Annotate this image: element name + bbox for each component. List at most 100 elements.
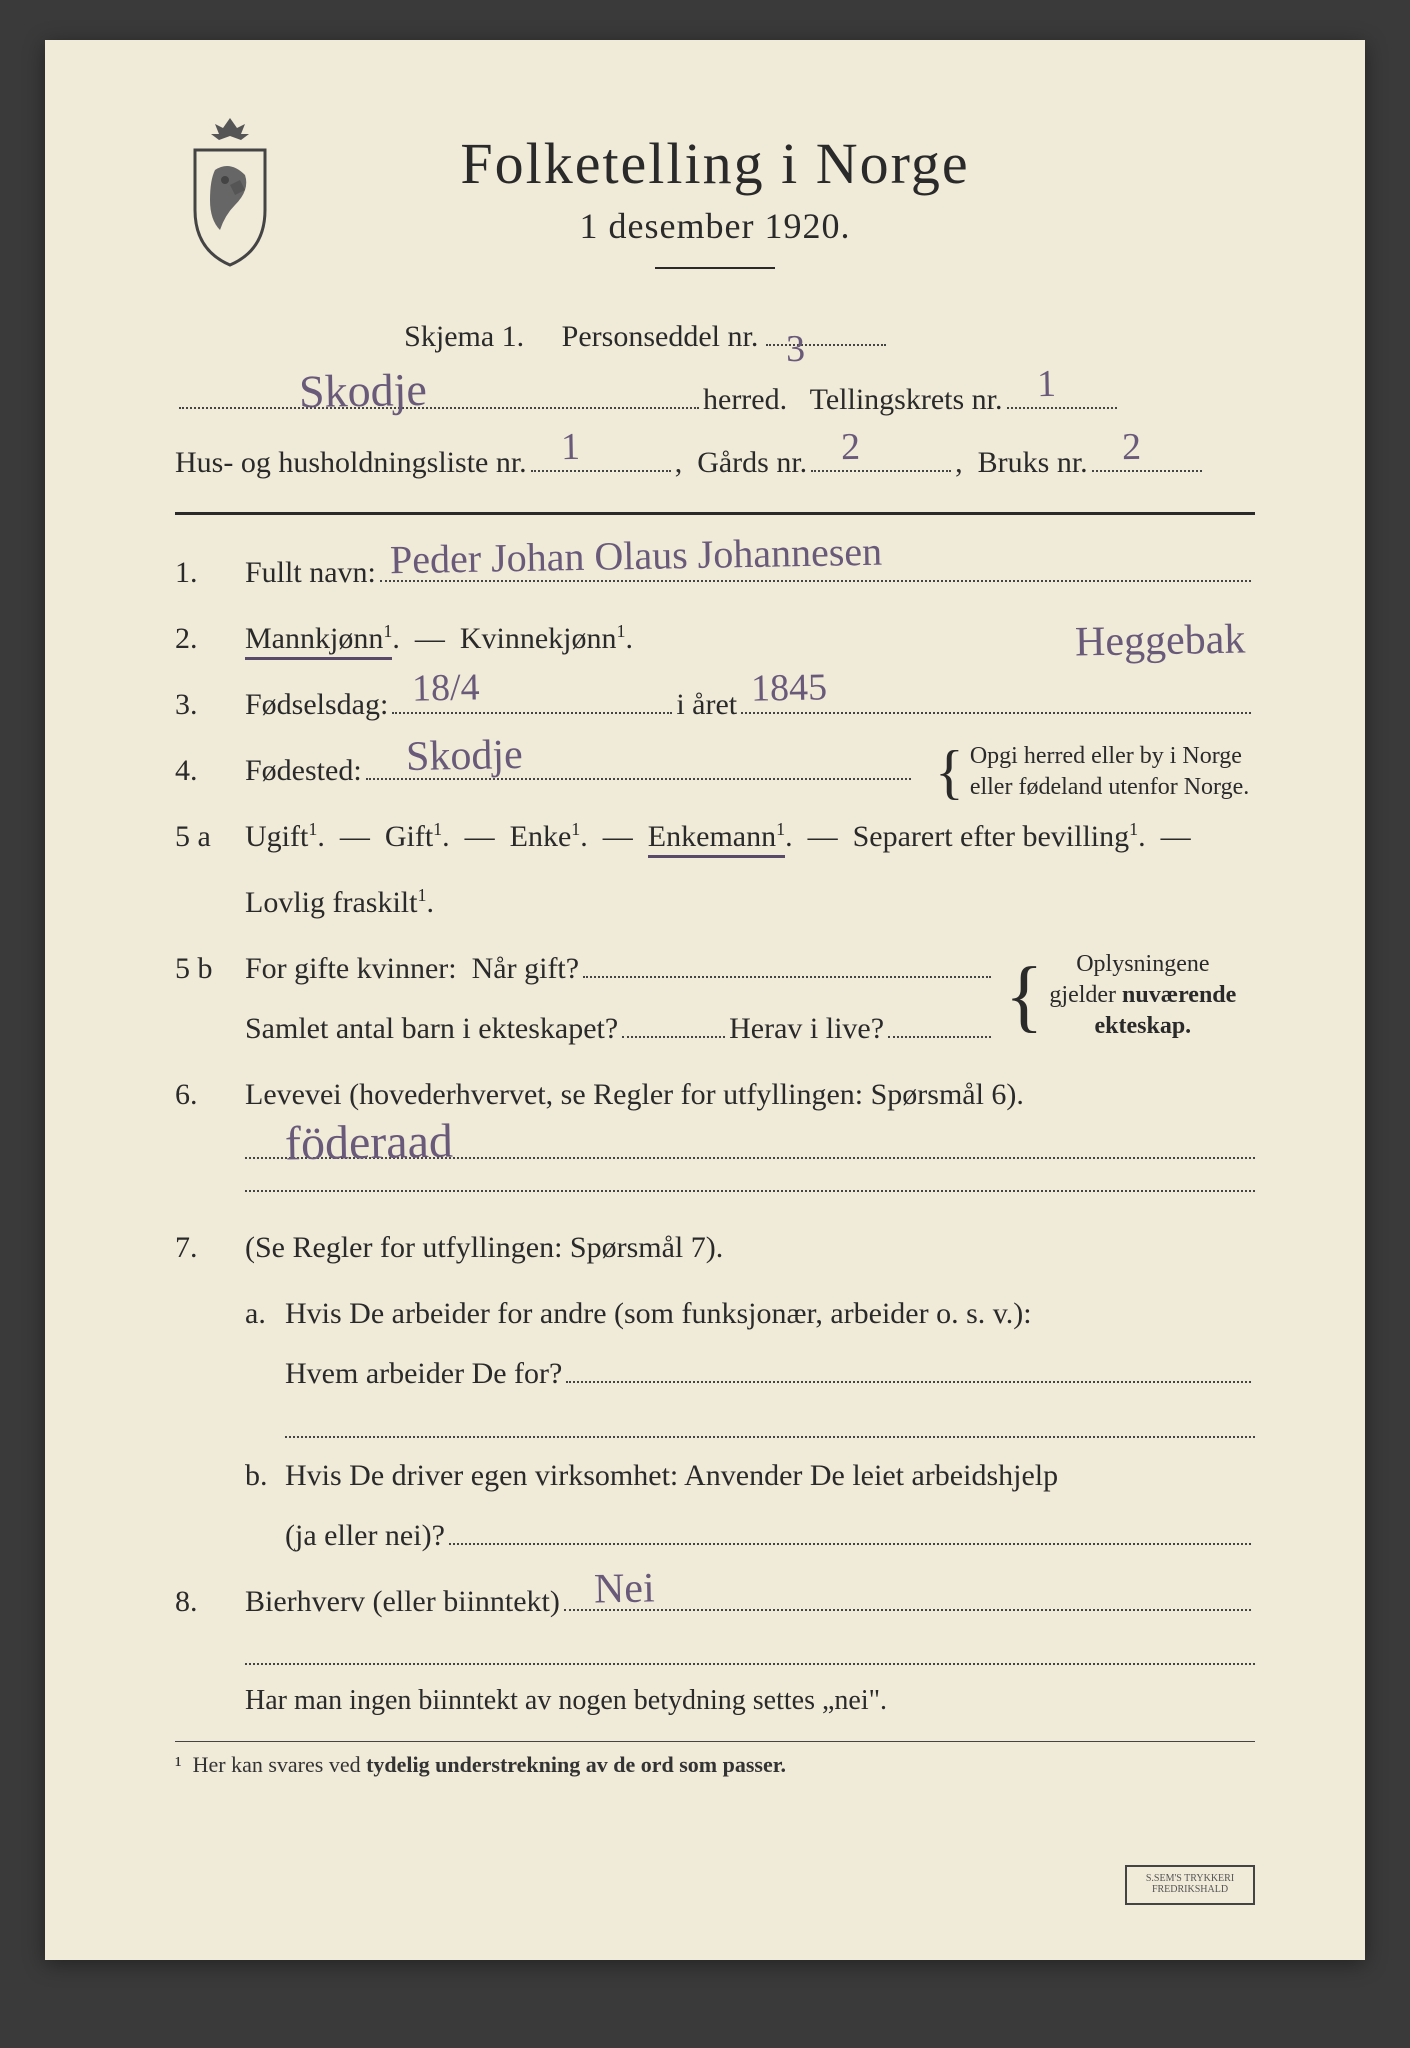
q3-label: Fødselsdag: <box>245 675 388 735</box>
q5b-live-field <box>888 1008 991 1038</box>
header: Folketelling i Norge 1 desember 1920. <box>175 130 1255 270</box>
q7a-line2 <box>285 1412 1255 1438</box>
footnote-rule <box>175 1741 1255 1742</box>
q7a-letter: a. <box>245 1284 285 1344</box>
bruks-label: Bruks nr. <box>978 431 1088 494</box>
q5b-l2a: Samlet antal barn i ekteskapet? <box>245 999 618 1059</box>
q5b-l1a: For gifte kvinner: <box>245 939 457 999</box>
personseddel-label: Personseddel nr. <box>562 320 759 353</box>
title-rule <box>655 267 775 269</box>
q4-value: Skodje <box>405 713 523 799</box>
q2-mann: Mannkjønn1 <box>245 622 392 660</box>
q5b-barn-field <box>622 1008 725 1038</box>
q5b-l1b: Når gift? <box>472 939 579 999</box>
gards-field: 2 <box>811 442 951 472</box>
q4-row: 4. Fødested: Skodje { Opgi herred eller … <box>175 741 1255 801</box>
husliste-label: Hus- og husholdningsliste nr. <box>175 431 527 494</box>
q5a-fraskilt: Lovlig fraskilt1 <box>245 886 426 919</box>
q6-label: Levevei (hovederhvervet, se Regler for u… <box>245 1078 1024 1111</box>
q3-num: 3. <box>175 675 245 735</box>
subtitle: 1 desember 1920. <box>315 205 1115 247</box>
q7a-l1: Hvis De arbeider for andre (som funksjon… <box>285 1284 1255 1344</box>
q4-num: 4. <box>175 741 245 801</box>
q3-year-label: i året <box>676 675 737 735</box>
q5b-row: 5 b For gifte kvinner: Når gift? Samlet … <box>175 939 1255 1059</box>
q7a-field <box>566 1353 1251 1383</box>
q1-row: 1. Fullt navn: Peder Johan Olaus Johanne… <box>175 543 1255 603</box>
personseddel-field: 3 <box>766 344 886 346</box>
brace-icon: { <box>1005 956 1043 1036</box>
q5a-gift: Gift1 <box>385 820 442 853</box>
q5a-row: 5 a Ugift1. — Gift1. — Enke1. — Enkemann… <box>175 807 1255 867</box>
q7b-l1: Hvis De driver egen virksomhet: Anvender… <box>285 1446 1255 1506</box>
herred-value: Skodje <box>298 342 427 441</box>
q2-num: 2. <box>175 609 245 669</box>
bruks-field: 2 <box>1092 442 1202 472</box>
q1-value2: Heggebak <box>1074 598 1246 685</box>
q5b-note: { Oplysningene gjelder nuværende ekteska… <box>1005 949 1255 1043</box>
q4-field: Skodje <box>366 750 911 780</box>
bruks-value: 2 <box>1121 408 1141 488</box>
brace-icon: { <box>935 742 964 802</box>
footnote: ¹ Her kan svares ved tydelig understrekn… <box>175 1752 1255 1778</box>
printer-stamp: S.SEM'S TRYKKERIFREDRIKSHALD <box>1125 1865 1255 1905</box>
q5a-num: 5 a <box>175 807 245 867</box>
q8-row: 8. Bierhverv (eller biinntekt) Nei <box>175 1572 1255 1632</box>
coat-of-arms-icon <box>175 110 285 270</box>
census-form-page: Folketelling i Norge 1 desember 1920. Sk… <box>45 40 1365 1960</box>
gards-value: 2 <box>840 408 860 488</box>
herred-field: Skodje <box>179 379 699 409</box>
q8-label: Bierhverv (eller biinntekt) <box>245 1572 560 1632</box>
q5a-ugift: Ugift1 <box>245 820 317 853</box>
q1-label: Fullt navn: <box>245 543 376 603</box>
title-block: Folketelling i Norge 1 desember 1920. <box>315 130 1255 269</box>
q4-note: { Opgi herred eller by i Norge eller fød… <box>935 741 1255 803</box>
q8-num: 8. <box>175 1572 245 1632</box>
q7a-l2: Hvem arbeider De for? <box>285 1344 562 1404</box>
q6-num: 6. <box>175 1065 245 1125</box>
meta-block: Skjema 1. Personseddel nr. 3 Skodje herr… <box>175 305 1255 494</box>
q7b-l2: (ja eller nei)? <box>285 1506 445 1566</box>
q5b-num: 5 b <box>175 939 245 999</box>
bottom-note: Har man ingen biinntekt av nogen betydni… <box>175 1685 1255 1717</box>
q7b-row: b. Hvis De driver egen virksomhet: Anven… <box>175 1446 1255 1566</box>
q5a-row2: Lovlig fraskilt1. <box>175 873 1255 933</box>
q1-value: Peder Johan Olaus Johannesen <box>389 512 882 601</box>
q6-line2 <box>245 1167 1255 1193</box>
q7b-letter: b. <box>245 1446 285 1506</box>
main-title: Folketelling i Norge <box>315 130 1115 197</box>
q5a-enkemann: Enkemann1 <box>648 820 785 858</box>
q4-label: Fødested: <box>245 741 362 801</box>
q1-field: Peder Johan Olaus Johannesen <box>380 552 1251 582</box>
q3-year: 1845 <box>750 649 827 726</box>
q3-day-field: 18/4 <box>392 684 672 714</box>
q2-kvinne: Kvinnekjønn1 <box>460 622 626 655</box>
q5b-gift-field <box>583 948 991 978</box>
herred-line: Skodje herred. Tellingskrets nr. 1 <box>175 368 1255 431</box>
q2-row: 2. Mannkjønn1. — Kvinnekjønn1. Heggebak <box>175 609 1255 669</box>
q5a-enke: Enke1 <box>510 820 581 853</box>
q8-value: Nei <box>593 1546 655 1631</box>
q7a-row: a. Hvis De arbeider for andre (som funks… <box>175 1284 1255 1404</box>
husliste-line: Hus- og husholdningsliste nr. 1 , Gårds … <box>175 431 1255 494</box>
gards-label: Gårds nr. <box>697 431 807 494</box>
q7-num: 7. <box>175 1218 245 1278</box>
q7-row: 7. (Se Regler for utfyllingen: Spørsmål … <box>175 1218 1255 1278</box>
husliste-field: 1 <box>531 442 671 472</box>
q1-num: 1. <box>175 543 245 603</box>
tellingskrets-value: 1 <box>1036 345 1056 425</box>
husliste-value: 1 <box>560 408 580 488</box>
q5a-separert: Separert efter bevilling1 <box>853 820 1139 853</box>
q6-line1: föderaad <box>245 1133 1255 1159</box>
q8-field: Nei <box>564 1581 1251 1611</box>
herred-label: herred. <box>703 368 787 431</box>
q7-label: (Se Regler for utfyllingen: Spørsmål 7). <box>245 1231 723 1264</box>
q3-row: 3. Fødselsdag: 18/4 i året 1845 <box>175 675 1255 735</box>
q7b-field <box>449 1515 1251 1545</box>
q3-year-field: 1845 <box>741 684 1251 714</box>
q5b-l2b: Herav i live? <box>729 999 884 1059</box>
q8-line2 <box>245 1640 1255 1666</box>
tellingskrets-label: Tellingskrets nr. <box>810 368 1003 431</box>
q6-value: föderaad <box>285 1114 454 1172</box>
tellingskrets-field: 1 <box>1007 379 1117 409</box>
